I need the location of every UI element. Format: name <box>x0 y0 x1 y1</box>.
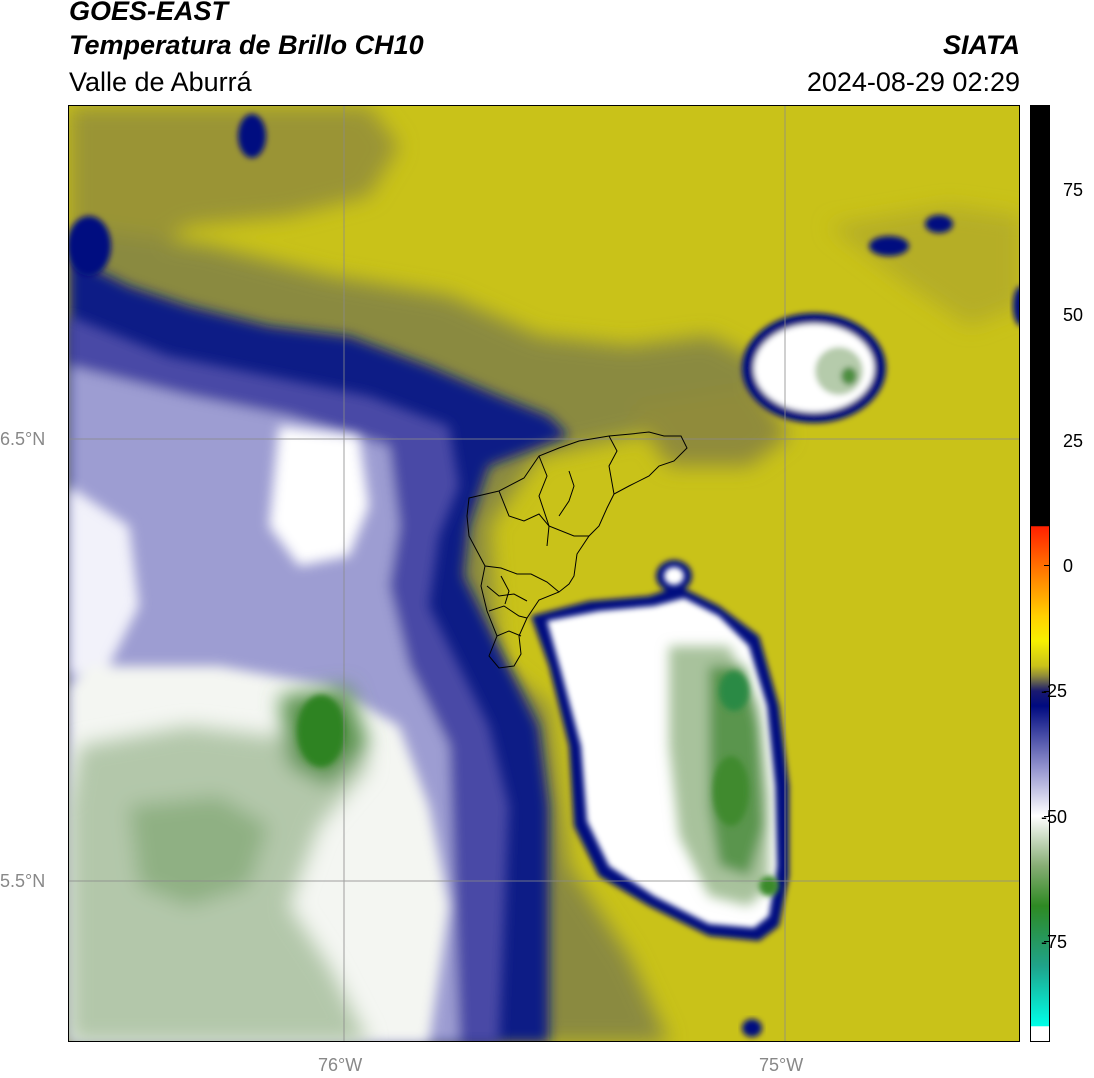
colorbar-tick-label: -50 <box>1041 806 1068 827</box>
datetime-label: 2024-08-29 02:29 <box>806 67 1020 97</box>
brightness-temperature-field <box>69 106 1019 1041</box>
agency-label: SIATA <box>943 30 1020 60</box>
satellite-title: GOES-EAST <box>69 0 229 26</box>
lon-tick-label: 75°W <box>759 1055 804 1075</box>
lon-tick-label: 76°W <box>318 1055 363 1075</box>
colorbar-tick-mark <box>1044 565 1050 567</box>
colorbar-tick-mark <box>1044 314 1050 316</box>
colorbar-tick-label: 0 <box>1063 555 1074 576</box>
region-subtitle: Valle de Aburrá <box>69 67 252 97</box>
colorbar-tick-mark <box>1044 690 1050 692</box>
map-canvas <box>69 106 1019 1041</box>
colorbar-tick-label: 50 <box>1063 305 1084 326</box>
lat-tick-label: 5.5°N <box>0 871 46 891</box>
temperature-colorbar <box>1030 105 1050 1042</box>
aburra-valley-municipality-boundaries <box>466 431 688 669</box>
colorbar-tick-label: 25 <box>1063 430 1084 451</box>
product-title: Temperatura de Brillo CH10 <box>69 30 424 60</box>
colorbar-tick-mark <box>1044 941 1050 943</box>
brightness-temperature-map[interactable] <box>68 105 1020 1042</box>
colorbar-tick-label: -25 <box>1041 681 1068 702</box>
colorbar-tick-mark <box>1044 440 1050 442</box>
graticule <box>69 106 1019 1041</box>
colorbar-tick-label: 75 <box>1063 180 1084 201</box>
colorbar-tick-label: -75 <box>1041 931 1068 952</box>
lat-tick-label: 6.5°N <box>0 429 46 449</box>
colorbar-tick-mark <box>1044 189 1050 191</box>
colorbar-tick-mark <box>1044 816 1050 818</box>
